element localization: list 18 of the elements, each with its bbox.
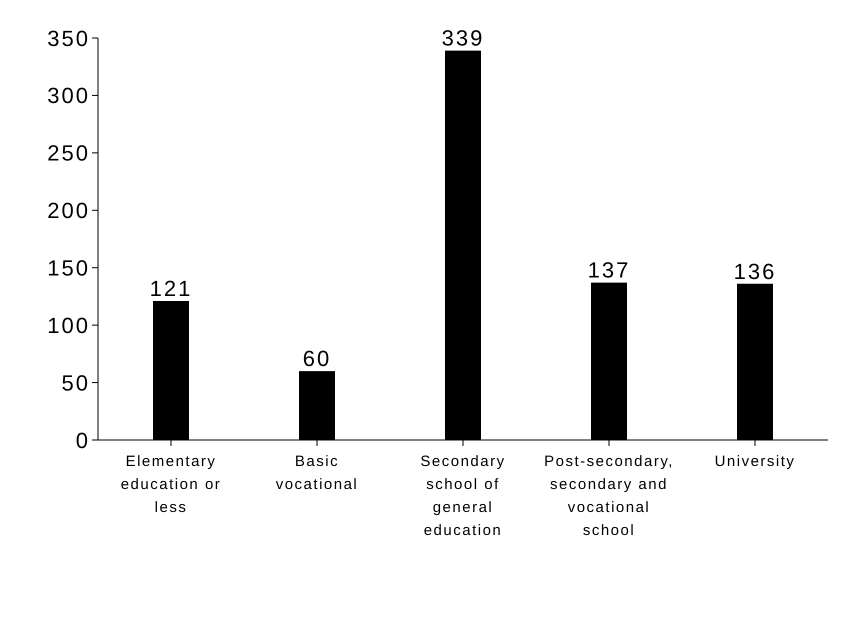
y-tick-label: 350 xyxy=(47,26,90,51)
x-tick-label: Elementary education or less xyxy=(120,453,222,516)
y-tick-label: 250 xyxy=(47,140,90,166)
y-tick-label: 50 xyxy=(62,370,90,396)
data-label: 121 xyxy=(150,276,192,302)
data-label: 137 xyxy=(588,258,630,283)
x-tick-label: Post-secondary, secondary and vocational school xyxy=(544,453,674,539)
y-tick-label: 0 xyxy=(76,428,90,453)
y-tick-label: 300 xyxy=(47,83,90,108)
x-tick-label: Basic vocational xyxy=(276,453,358,493)
x-tick-label: Secondary school of general education xyxy=(420,453,506,539)
data-label: 136 xyxy=(734,258,776,284)
data-label: 339 xyxy=(442,26,484,51)
y-tick-label: 200 xyxy=(47,198,90,224)
x-tick-label: University xyxy=(714,453,796,470)
y-tick-label: 100 xyxy=(47,312,90,338)
data-label: 60 xyxy=(302,346,332,372)
y-tick-label: 150 xyxy=(47,256,90,281)
